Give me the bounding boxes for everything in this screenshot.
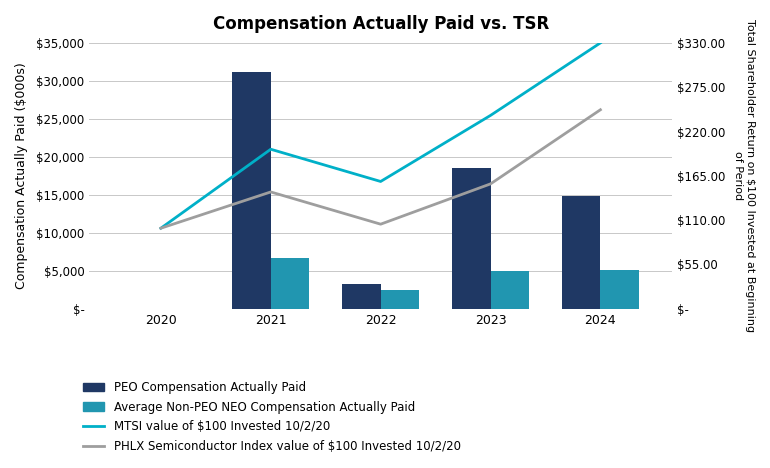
Title: Compensation Actually Paid vs. TSR: Compensation Actually Paid vs. TSR <box>213 15 549 33</box>
Bar <box>452 168 490 309</box>
Bar <box>601 270 639 309</box>
Bar <box>233 72 271 309</box>
Bar <box>380 290 419 309</box>
Y-axis label: Compensation Actually Paid ($000s): Compensation Actually Paid ($000s) <box>15 62 28 289</box>
Bar <box>490 271 529 309</box>
Legend: PEO Compensation Actually Paid, Average Non-PEO NEO Compensation Actually Paid, : PEO Compensation Actually Paid, Average … <box>83 381 460 453</box>
Bar <box>271 258 310 309</box>
Y-axis label: Total Shareholder Return on $100 Invested at Beginning
of Period: Total Shareholder Return on $100 Investe… <box>733 19 755 332</box>
Bar <box>342 284 380 309</box>
Bar <box>562 196 601 309</box>
